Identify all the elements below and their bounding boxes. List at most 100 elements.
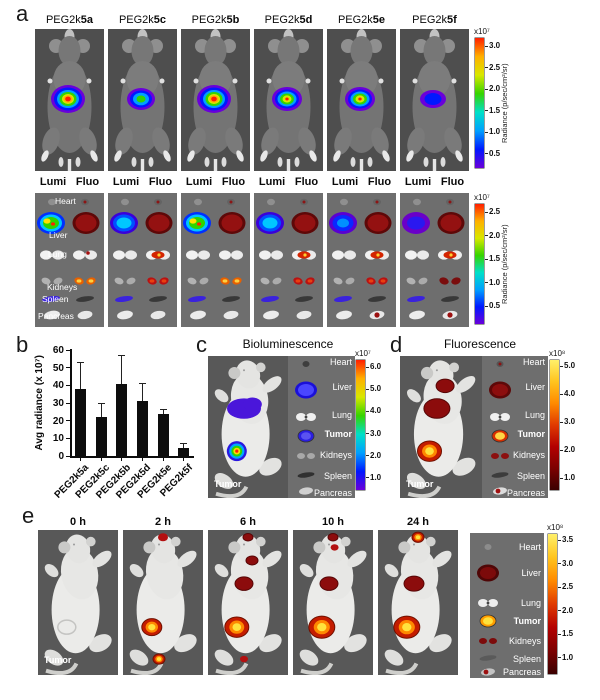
panel-d-title: Fluorescence	[443, 337, 517, 351]
y-tick	[66, 455, 70, 457]
organ-label: Heart	[518, 542, 541, 552]
timepoint-tile: 24 h	[378, 515, 458, 676]
colorbar-exponent: x10⁷	[474, 27, 490, 36]
x-tick	[79, 457, 81, 461]
panel-e-label: e	[22, 503, 35, 528]
lumi-fluo-header: Lumi Fluo	[400, 176, 469, 188]
colorbar-tick-label: 2.0	[558, 606, 573, 615]
y-tick-label: 0	[58, 451, 64, 462]
colorbar-tick-label: 2.5	[485, 208, 500, 216]
mouse-tile: PEG2k5e	[327, 12, 396, 171]
panel-c-image: Tumor Heart Liver Lung Tumor Kidneys Spleen Pan…	[208, 356, 355, 499]
mouse-title: PEG2k5a	[35, 12, 104, 29]
organ-tile	[327, 193, 396, 327]
y-tick	[66, 384, 70, 387]
colorbar-tick-label: 1.5	[558, 630, 573, 638]
colorbar-gradient	[548, 534, 557, 674]
organ-tile	[181, 193, 250, 327]
mouse-photo	[400, 356, 482, 499]
organ-label: Liver	[521, 568, 541, 578]
avg-radiance-bar-chart: Avg radiance (x 10⁷) 0 10 20 30 40 50 60 PEG2k5a…	[24, 342, 199, 522]
organ-label: Lung	[48, 249, 67, 259]
colorbar-tick-label: 5.0	[366, 385, 381, 393]
panel-c-title: Bioluminescence	[242, 337, 334, 351]
colorbar-body: 2.5 2.0 1.5 1.0 0.5 Radiance (p/sec/cm²/sr)	[475, 204, 509, 324]
colorbar-radiance-row2: x10⁷ 2.5 2.0 1.5 1.0 0.5 Radiance (p/sec/cm²/s…	[474, 194, 509, 324]
mouse-photo	[327, 29, 396, 171]
y-axis-title: Avg radiance (x 10⁷)	[32, 350, 46, 456]
error-bar	[100, 403, 102, 418]
colorbar-tick-label: 1.0	[560, 474, 575, 482]
organ-tile	[254, 193, 323, 327]
colorbar-exponent: x10⁸	[549, 349, 566, 358]
panel-a-label: a	[16, 1, 29, 26]
timepoint-label: 24 h	[406, 516, 429, 528]
y-tick	[66, 349, 70, 351]
organ-label: Liver	[49, 230, 68, 240]
organ-label: Tumor	[324, 429, 352, 439]
mouse-photo: Tumor	[38, 530, 118, 676]
organ-label: Heart	[329, 357, 352, 367]
organ-label: Spleen	[516, 471, 545, 481]
mouse-photo	[108, 29, 177, 171]
mouse-title: PEG2k5c	[108, 12, 177, 29]
timepoint-label: 0 h	[70, 516, 86, 528]
colorbar-panel-c: x10⁷ 6.0 5.0 4.0 3.0 2.0 1.0	[355, 349, 381, 490]
colorbar-panel-e: x10⁸ 3.5 3.0 2.5 2.0 1.5 1.0	[547, 523, 573, 674]
organ-strip-image	[484, 356, 518, 498]
colorbar-body: 5.0 4.0 3.0 2.0 1.0	[550, 360, 575, 490]
mouse-photo	[254, 29, 323, 171]
mouse-photo	[123, 530, 203, 676]
lumi-header: Lumi	[112, 176, 140, 188]
y-axis	[70, 349, 72, 457]
y-axis-title-text: Avg radiance (x 10⁷)	[33, 355, 45, 451]
colorbar-body: 3.0 2.5 2.0 1.5 1.0 0.5 Radiance (p/sec/cm²/sr…	[475, 38, 509, 168]
mouse-title: PEG2k5d	[254, 12, 323, 29]
organ-label: Lung	[331, 410, 352, 420]
colorbar-ticks: 6.0 5.0 4.0 3.0 2.0 1.0	[366, 360, 381, 490]
colorbar-ticks: 5.0 4.0 3.0 2.0 1.0	[560, 360, 575, 490]
colorbar-tick-label: 4.0	[366, 407, 381, 415]
error-bar-cap	[138, 382, 146, 384]
organ-label: Pancreas	[502, 667, 541, 677]
mouse-photo	[35, 29, 104, 171]
organ-label: Kidneys	[47, 282, 78, 292]
timepoint-tile: 0 h Tumor	[38, 515, 118, 676]
mouse-title-compound: 5f	[447, 14, 457, 26]
mouse-title-compound: 5a	[80, 14, 94, 26]
panel-e-organ-panel: Heart Liver Lung Tumor Kidneys Spleen Pancreas	[470, 533, 544, 678]
mouse-title-compound: 5b	[226, 14, 240, 26]
mouse-title-prefix: PEG2k	[45, 14, 81, 26]
colorbar-tick-label: 3.0	[558, 559, 573, 568]
colorbar-tick-label: 3.0	[366, 429, 381, 438]
colorbar-tick-label: 3.0	[560, 418, 575, 426]
colorbar-tick-label: 1.0	[366, 473, 381, 482]
colorbar-ticks: 3.5 3.0 2.5 2.0 1.5 1.0	[558, 534, 573, 674]
organ-label: Spleen	[42, 294, 69, 304]
colorbar-tick-label: 1.5	[485, 106, 500, 115]
lumi-fluo-header: Lumi Fluo	[108, 176, 177, 188]
error-bar	[141, 382, 143, 402]
organ-label: Tumor	[517, 429, 545, 439]
lumi-header: Lumi	[185, 176, 213, 188]
organ-strip: Heart Liver Lung Tumor Kidneys Spleen Pancreas	[482, 356, 548, 498]
chart-bar	[157, 414, 169, 456]
colorbar-exponent: x10⁷	[355, 349, 371, 358]
organ-label: Lung	[524, 410, 545, 420]
colorbar-tick-label: 0.5	[485, 302, 500, 310]
mouse-title-prefix: PEG2k	[412, 14, 448, 26]
mouse-tile: PEG2k5a	[35, 12, 104, 171]
lumi-header: Lumi	[258, 176, 286, 188]
colorbar-tick-label: 4.0	[560, 390, 575, 398]
error-bar-cap	[180, 442, 188, 444]
organ-label: Pancreas	[506, 488, 545, 498]
chart-bar	[95, 417, 107, 456]
colorbar-body: 3.5 3.0 2.5 2.0 1.5 1.0	[548, 534, 573, 674]
error-bar-cap	[159, 409, 167, 411]
colorbar-exponent: x10⁸	[547, 523, 564, 532]
panel-a-lumi-fluo-headers: Lumi Fluo Lumi Fluo Lumi Fluo Lumi Fluo Lumi Fluo…	[35, 176, 469, 188]
colorbar-gradient	[475, 38, 484, 168]
organ-label: Kidneys	[319, 450, 352, 460]
mouse-photo	[181, 29, 250, 171]
